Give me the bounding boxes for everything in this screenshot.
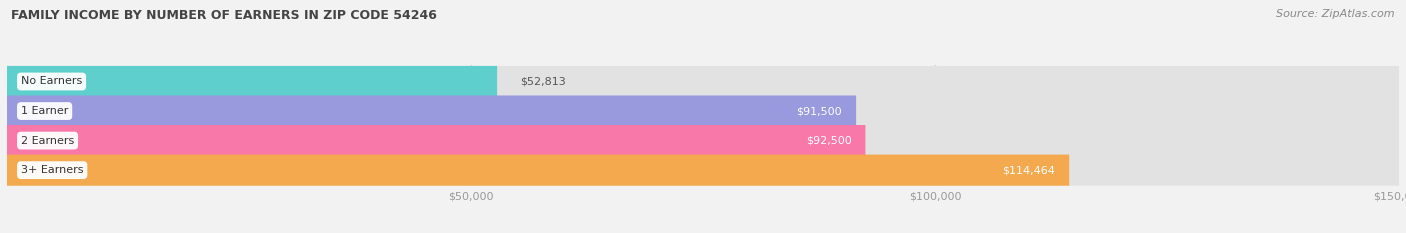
- FancyBboxPatch shape: [7, 154, 1069, 186]
- FancyBboxPatch shape: [7, 96, 856, 127]
- Text: 3+ Earners: 3+ Earners: [21, 165, 83, 175]
- Text: 1 Earner: 1 Earner: [21, 106, 69, 116]
- FancyBboxPatch shape: [7, 154, 1399, 186]
- FancyBboxPatch shape: [7, 66, 1399, 97]
- Text: 2 Earners: 2 Earners: [21, 136, 75, 146]
- FancyBboxPatch shape: [7, 125, 866, 156]
- Text: Source: ZipAtlas.com: Source: ZipAtlas.com: [1277, 9, 1395, 19]
- FancyBboxPatch shape: [7, 96, 1399, 127]
- Text: $114,464: $114,464: [1002, 165, 1056, 175]
- Text: $92,500: $92,500: [806, 136, 852, 146]
- Text: FAMILY INCOME BY NUMBER OF EARNERS IN ZIP CODE 54246: FAMILY INCOME BY NUMBER OF EARNERS IN ZI…: [11, 9, 437, 22]
- Text: $52,813: $52,813: [520, 76, 567, 86]
- Text: No Earners: No Earners: [21, 76, 82, 86]
- Text: $91,500: $91,500: [797, 106, 842, 116]
- FancyBboxPatch shape: [7, 66, 498, 97]
- FancyBboxPatch shape: [7, 125, 1399, 156]
